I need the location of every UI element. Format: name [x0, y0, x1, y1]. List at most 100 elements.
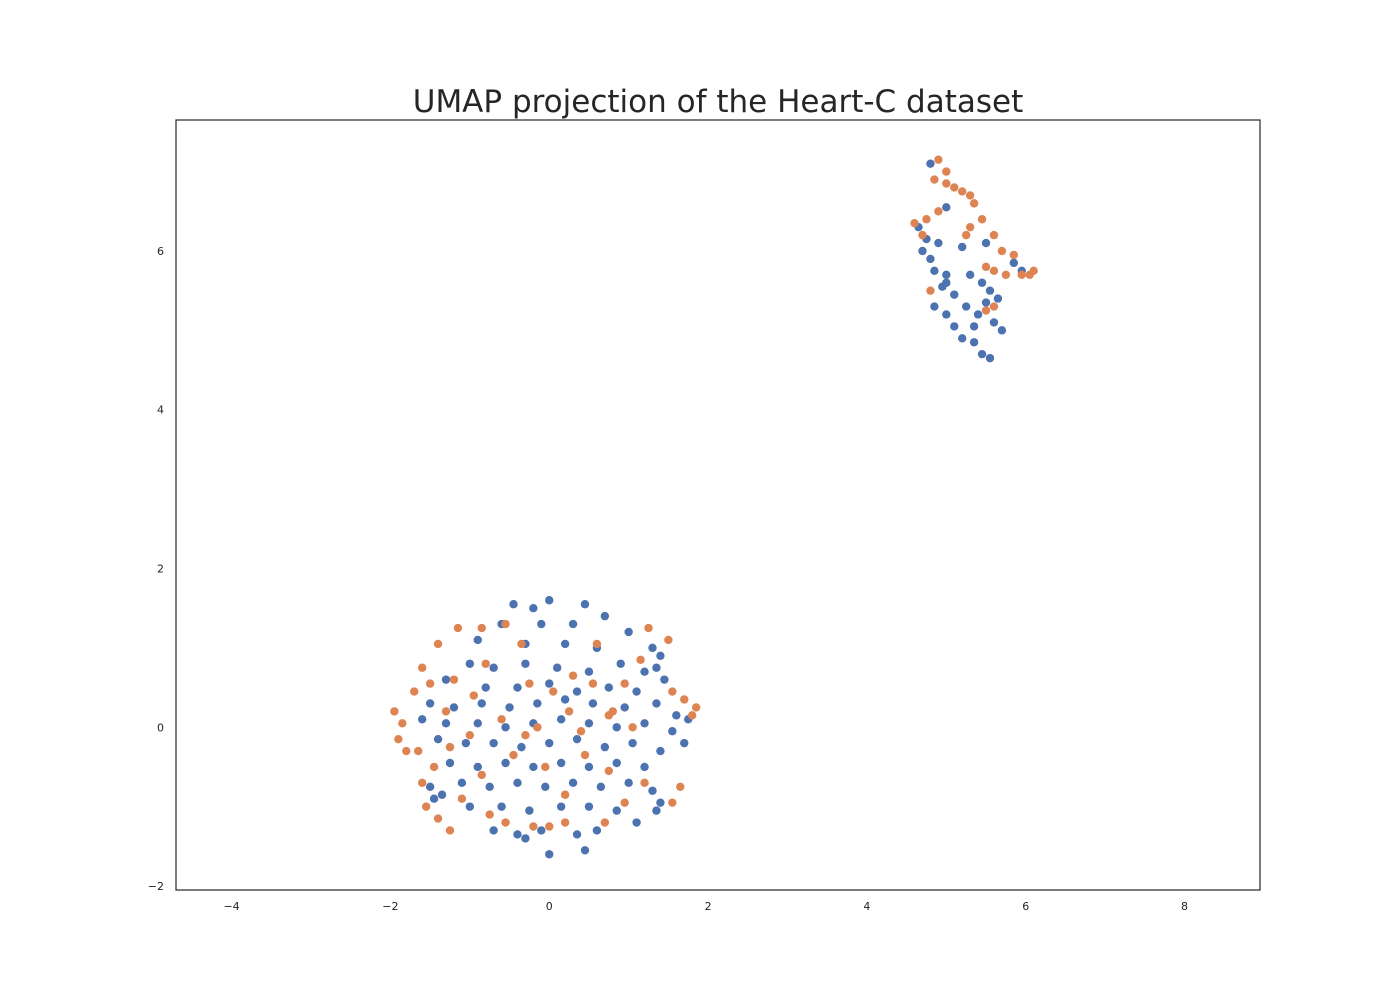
scatter-point [580, 600, 590, 609]
scatter-point [497, 802, 506, 811]
scatter-point [620, 703, 629, 712]
x-tick-label: 8 [1181, 900, 1188, 913]
x-tick-label: 0 [546, 900, 553, 913]
scatter-point [981, 306, 991, 315]
scatter-point [445, 742, 455, 752]
scatter-point [449, 675, 459, 684]
scatter-point [545, 738, 554, 748]
x-tick-label: 6 [1022, 900, 1029, 913]
scatter-point [668, 687, 677, 696]
scatter-point [969, 322, 979, 331]
plot-frame [175, 119, 1261, 891]
scatter-point [632, 818, 641, 827]
scatter-point [687, 711, 697, 720]
scatter-point [556, 758, 566, 768]
scatter-point [922, 215, 931, 224]
y-tick-label: 2 [157, 563, 164, 576]
scatter-point [425, 782, 435, 792]
scatter-point [433, 639, 443, 649]
scatter-point [612, 806, 621, 815]
scatter-point [961, 302, 971, 311]
scatter-point [604, 683, 614, 692]
scatter-point [545, 596, 554, 605]
scatter-point [537, 619, 546, 629]
scatter-point [997, 326, 1007, 335]
scatter-point [926, 286, 935, 295]
scatter-point [588, 699, 598, 708]
scatter-point [656, 651, 665, 661]
scatter-point [981, 298, 991, 307]
scatter-point [918, 230, 927, 240]
x-tick-label: −2 [382, 900, 398, 913]
scatter-point [560, 639, 570, 649]
scatter-point [691, 703, 701, 712]
scatter-point [505, 703, 514, 712]
scatter-point [989, 302, 999, 311]
scatter-point [541, 782, 550, 792]
scatter-point [584, 762, 594, 772]
scatter-point [529, 603, 538, 613]
scatter-point [429, 794, 439, 803]
x-tick-label: 2 [705, 900, 712, 913]
scatter-point [568, 619, 578, 629]
scatter-point [969, 199, 979, 208]
scatter-point [965, 270, 975, 279]
scatter-point [985, 286, 995, 295]
scatter-point [930, 266, 939, 276]
scatter-point [425, 699, 435, 708]
scatter-point [930, 175, 939, 184]
scatter-point [1029, 266, 1038, 276]
scatter-point [545, 679, 554, 688]
scatter-point [417, 663, 427, 672]
scatter-point [564, 707, 574, 716]
scatter-point [942, 310, 951, 319]
scatter-point [640, 778, 649, 788]
scatter-point [525, 806, 534, 815]
scatter-point [950, 290, 959, 299]
scatter-point [934, 155, 943, 164]
scatter-point [632, 687, 641, 696]
scatter-point [521, 834, 530, 843]
scatter-point [1001, 270, 1011, 279]
scatter-point [1009, 250, 1019, 260]
scatter-point [910, 218, 919, 228]
scatter-point [469, 691, 479, 700]
scatter-point [441, 675, 451, 684]
scatter-point [612, 723, 621, 732]
scatter-point [473, 635, 482, 645]
scatter-point [942, 179, 951, 188]
scatter-point [501, 818, 510, 827]
scatter-point [441, 719, 451, 728]
scatter-point [501, 723, 510, 732]
scatter-point [572, 830, 582, 839]
scatter-point [485, 782, 494, 792]
scatter-point [473, 762, 482, 772]
scatter-point [402, 746, 411, 756]
scatter-point [600, 818, 610, 827]
scatter-point [664, 635, 673, 645]
scatter-point [489, 826, 498, 835]
chart-title: UMAP projection of the Heart-C dataset [413, 84, 1024, 120]
scatter-point [957, 187, 967, 196]
scatter-point [672, 711, 681, 720]
scatter-point [616, 659, 625, 668]
scatter-point [588, 679, 598, 688]
scatter-point [926, 254, 935, 264]
scatter-point [481, 683, 490, 692]
scatter-point [398, 719, 407, 728]
scatter-point [942, 278, 951, 287]
scatter-point [521, 731, 530, 740]
scatter-point [576, 727, 586, 736]
scatter-point [592, 826, 602, 835]
scatter-points [390, 155, 1038, 859]
scatter-point [942, 203, 951, 212]
scatter-point [985, 353, 995, 363]
y-tick-label: 4 [157, 404, 164, 417]
scatter-point [445, 758, 455, 768]
scatter-point [429, 762, 439, 772]
y-tick-label: −2 [148, 880, 164, 893]
scatter-point [656, 798, 665, 807]
scatter-point [957, 242, 967, 252]
scatter-point [668, 798, 677, 807]
scatter-point [481, 659, 490, 668]
